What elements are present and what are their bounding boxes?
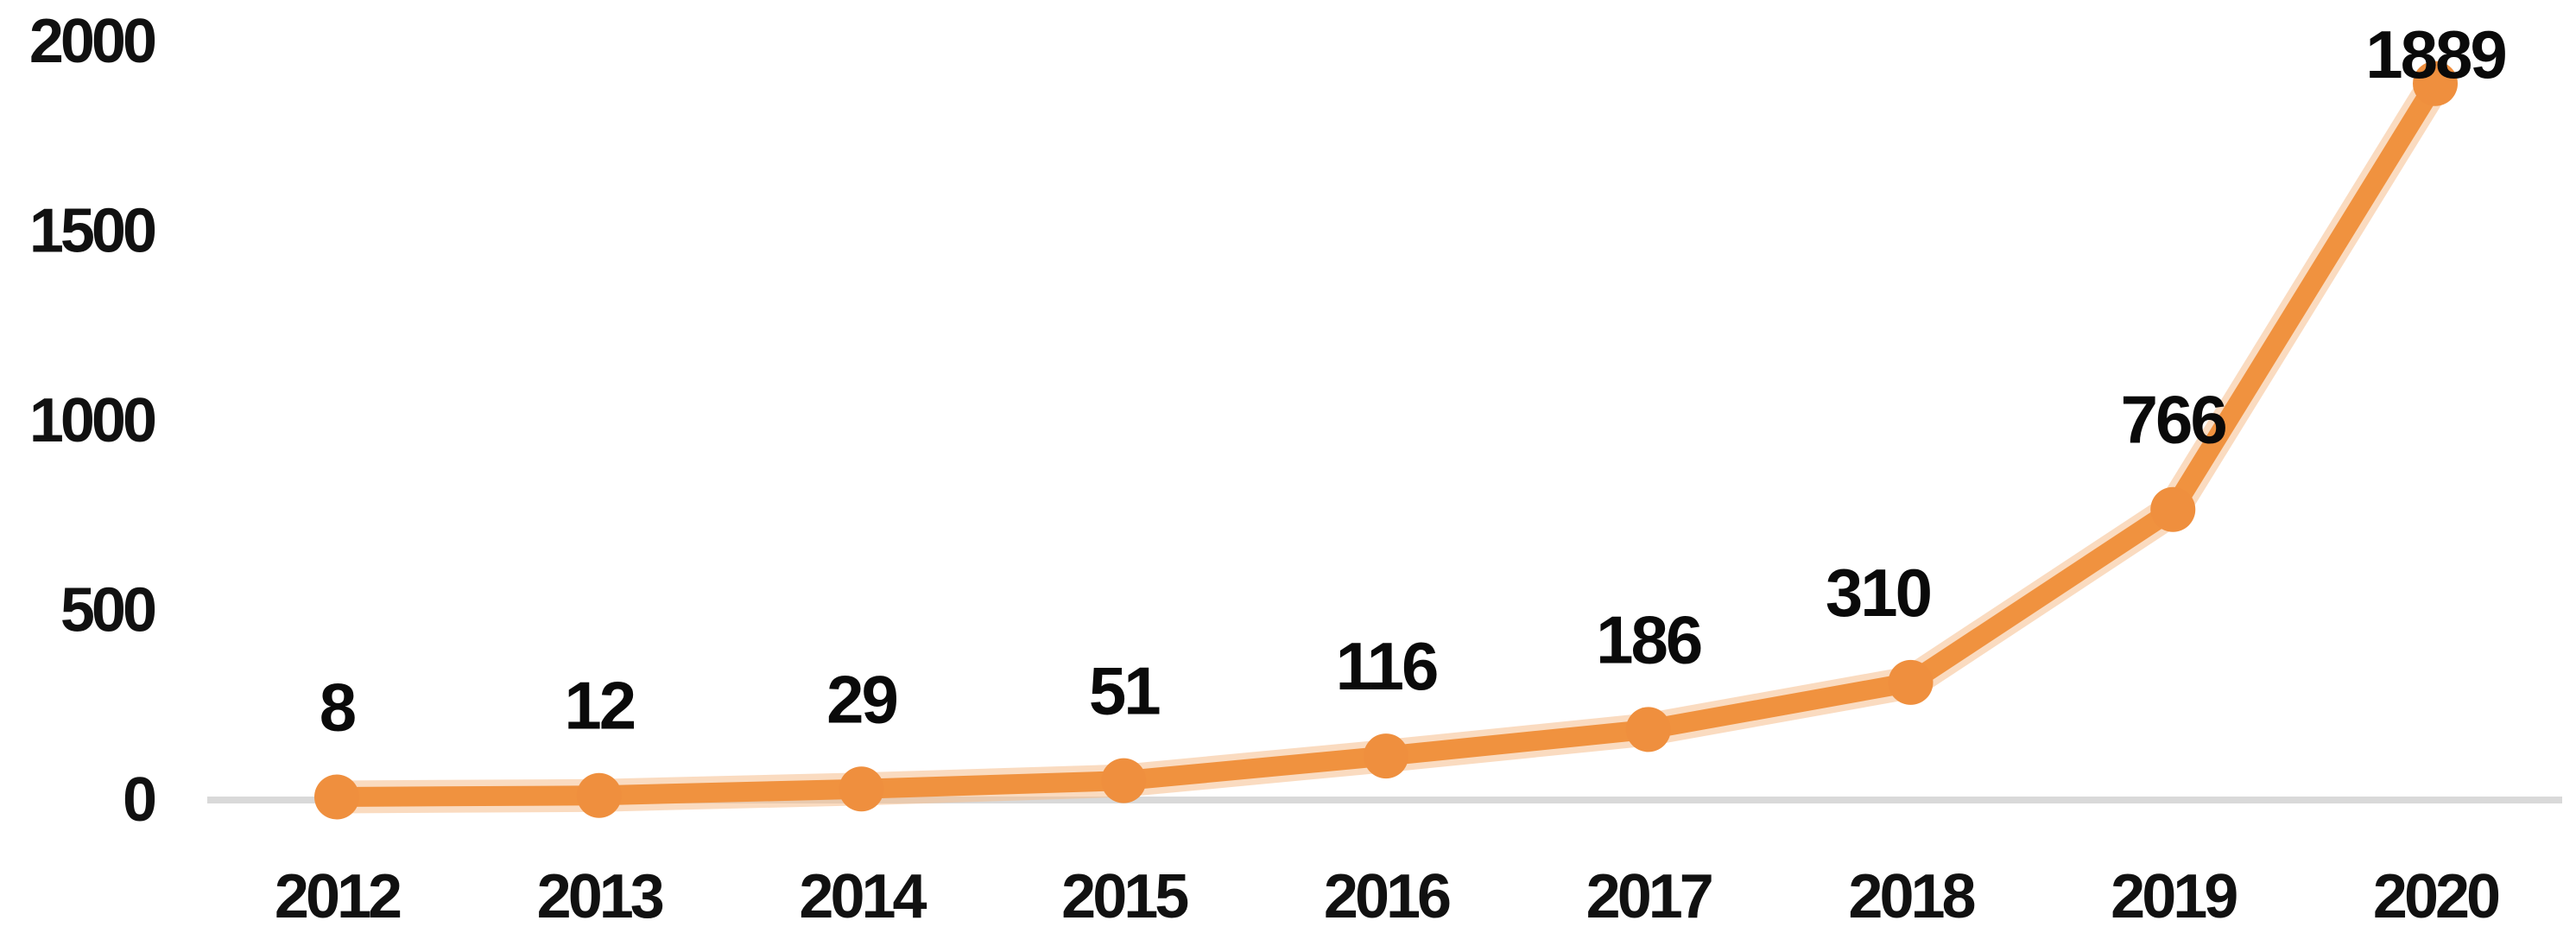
y-tick-label-0: 0	[123, 765, 155, 835]
x-axis-label-2018: 2018	[1848, 862, 1974, 931]
y-axis-labels: 0 500 1000 1500 2000	[29, 7, 159, 835]
data-label-2015: 51	[1089, 653, 1160, 729]
data-point-marker-2012	[314, 774, 359, 820]
data-label-2013: 12	[564, 668, 634, 744]
data-point-marker-2013	[576, 772, 622, 818]
data-label-2017: 186	[1596, 601, 1701, 677]
x-axis-label-2017: 2017	[1586, 862, 1712, 931]
data-label-2016: 116	[1336, 628, 1437, 704]
y-tick-label-2000: 2000	[29, 7, 155, 76]
y-tick-label-500: 500	[60, 576, 155, 645]
data-label-2012: 8	[320, 669, 355, 745]
data-label-2020: 1889	[2365, 16, 2505, 92]
x-axis-label-2014: 2014	[799, 862, 927, 931]
data-point-marker-2020	[2413, 60, 2458, 106]
x-axis-label-2013: 2013	[537, 862, 663, 931]
data-labels: 8 12 29 51 116 186 310 766 1889	[320, 16, 2509, 745]
data-label-2018: 310	[1826, 555, 1931, 631]
x-axis-label-2016: 2016	[1324, 862, 1450, 931]
data-point-marker-2015	[1101, 758, 1147, 803]
y-tick-label-1000: 1000	[29, 386, 155, 455]
x-axis-labels: 2012 2013 2014 2015 2016 2017 2018 2019 2020	[275, 862, 2503, 931]
data-point-marker-2018	[1888, 659, 1934, 705]
x-axis-label-2020: 2020	[2373, 862, 2499, 931]
data-point-marker-2017	[1625, 707, 1671, 752]
data-point-markers	[314, 60, 2458, 820]
data-point-marker-2019	[2150, 486, 2196, 532]
data-point-marker-2014	[839, 766, 884, 812]
y-tick-label-1500: 1500	[29, 197, 155, 266]
data-label-2019: 766	[2121, 382, 2226, 458]
data-point-marker-2016	[1364, 733, 1408, 779]
x-axis-label-2012: 2012	[275, 862, 401, 931]
x-axis-label-2019: 2019	[2111, 862, 2237, 931]
x-axis-label-2015: 2015	[1061, 862, 1188, 931]
data-label-2014: 29	[826, 661, 896, 737]
